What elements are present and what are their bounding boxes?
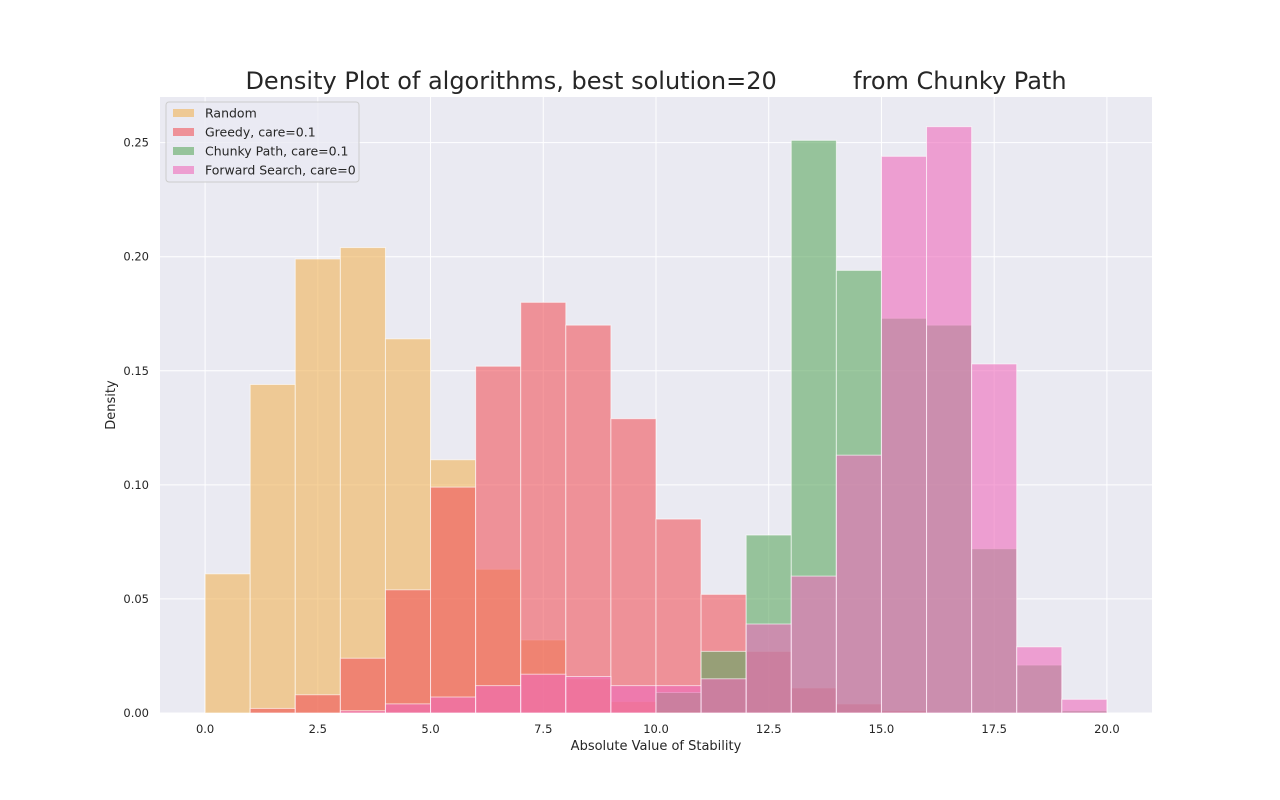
x-tick-label: 20.0 bbox=[1094, 722, 1120, 736]
legend-item: Forward Search, care=0 bbox=[173, 163, 356, 178]
y-axis-label: Density bbox=[104, 380, 119, 430]
chart-title: Density Plot of algorithms, best solutio… bbox=[245, 67, 1066, 95]
series-3-bars bbox=[339, 126, 1108, 714]
histogram-bar bbox=[475, 685, 522, 714]
histogram-bar bbox=[294, 258, 341, 714]
x-tick-label: 17.5 bbox=[981, 722, 1007, 736]
histogram-bar bbox=[430, 696, 477, 714]
histogram-bar bbox=[565, 324, 612, 714]
histogram-bars bbox=[204, 126, 1108, 714]
x-axis-ticks: 0.0 2.5 5.0 7.5 10.0 12.5 15.0 17.5 20.0 bbox=[196, 722, 1120, 736]
legend-item: Chunky Path, care=0.1 bbox=[173, 144, 349, 159]
y-tick-label: 0.00 bbox=[123, 706, 149, 720]
histogram-bar bbox=[294, 694, 341, 714]
y-tick-label: 0.25 bbox=[123, 136, 149, 150]
histogram-bar bbox=[610, 418, 657, 714]
legend-label: Greedy, care=0.1 bbox=[205, 125, 316, 140]
x-tick-label: 2.5 bbox=[309, 722, 327, 736]
y-tick-label: 0.05 bbox=[123, 592, 149, 606]
x-tick-label: 15.0 bbox=[869, 722, 895, 736]
x-tick-label: 10.0 bbox=[643, 722, 669, 736]
histogram-bar bbox=[249, 383, 296, 714]
y-tick-label: 0.10 bbox=[123, 478, 149, 492]
series-1-bars bbox=[249, 301, 928, 714]
histogram-bar bbox=[835, 454, 882, 714]
histogram-bar bbox=[384, 589, 432, 714]
x-tick-label: 5.0 bbox=[421, 722, 439, 736]
legend-label: Chunky Path, care=0.1 bbox=[205, 144, 349, 159]
y-axis-ticks: 0.00 0.05 0.10 0.15 0.20 0.25 bbox=[123, 136, 149, 720]
x-tick-label: 12.5 bbox=[756, 722, 782, 736]
legend-item: Random bbox=[173, 106, 257, 121]
histogram-bar bbox=[926, 126, 973, 714]
legend-item: Greedy, care=0.1 bbox=[173, 125, 316, 140]
histogram-bar bbox=[655, 685, 702, 714]
legend-label: Random bbox=[205, 106, 257, 121]
x-tick-label: 7.5 bbox=[534, 722, 552, 736]
legend-swatch bbox=[173, 147, 194, 155]
histogram-bar bbox=[520, 301, 567, 714]
histogram-bar bbox=[655, 518, 702, 714]
histogram-bar bbox=[475, 365, 522, 714]
histogram-bar bbox=[430, 486, 477, 714]
legend-swatch bbox=[173, 166, 194, 174]
histogram-bar bbox=[339, 247, 386, 714]
chart-legend: Random Greedy, care=0.1 Chunky Path, care=… bbox=[165, 101, 360, 183]
histogram-bar bbox=[1016, 646, 1063, 714]
histogram-bar bbox=[610, 685, 657, 714]
histogram-bar bbox=[700, 678, 747, 714]
histogram-bar bbox=[880, 155, 928, 714]
histogram-bar bbox=[204, 573, 251, 714]
histogram-bar bbox=[339, 657, 386, 714]
histogram-bar bbox=[565, 675, 612, 714]
x-axis-label: Absolute Value of Stability bbox=[571, 739, 742, 754]
y-tick-label: 0.15 bbox=[123, 364, 149, 378]
histogram-bar bbox=[790, 575, 837, 714]
legend-swatch bbox=[173, 109, 194, 117]
x-tick-label: 0.0 bbox=[196, 722, 214, 736]
legend-box bbox=[165, 101, 360, 183]
histogram-bar bbox=[384, 703, 432, 714]
histogram-bar bbox=[971, 363, 1018, 714]
legend-label: Forward Search, care=0 bbox=[205, 163, 356, 178]
histogram-bar bbox=[745, 623, 792, 714]
histogram-bar bbox=[249, 707, 296, 714]
y-tick-label: 0.20 bbox=[123, 250, 149, 264]
legend-swatch bbox=[173, 128, 194, 136]
histogram-bar bbox=[339, 710, 386, 714]
histogram-bar bbox=[1061, 698, 1108, 714]
histogram-bar bbox=[520, 673, 567, 714]
